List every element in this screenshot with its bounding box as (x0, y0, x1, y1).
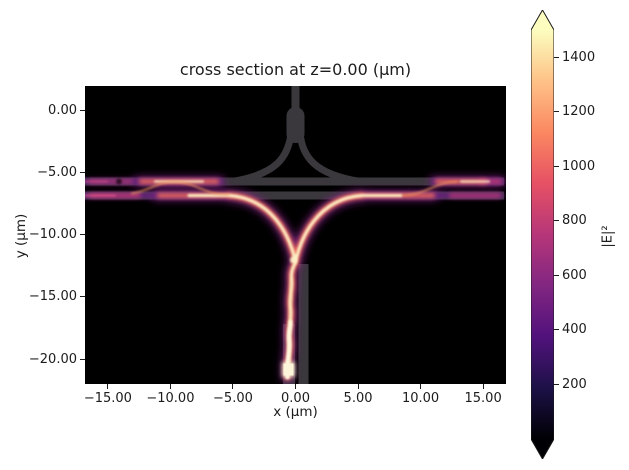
source-region (283, 363, 294, 376)
colorbar-tick-mark (554, 383, 559, 385)
colorbar-tick-mark (554, 329, 559, 331)
colorbar-tick-label: 200 (562, 376, 587, 392)
y-tick-label: 0.00 (48, 102, 77, 118)
colorbar-tick-label: 800 (562, 213, 587, 229)
x-tick-mark (295, 384, 296, 389)
x-tick-mark (107, 384, 109, 389)
x-tick-label: −15.00 (83, 391, 132, 406)
colorbar-tick-mark (554, 56, 559, 58)
colorbar-tick-mark (554, 274, 559, 276)
field-intensity (85, 177, 506, 383)
colorbar-tick-mark (554, 165, 559, 167)
colorbar-tick-label: 1400 (562, 49, 596, 65)
colorbar-gradient-shape (531, 10, 554, 459)
x-tick-label: −5.00 (213, 391, 253, 406)
y-tick-label: −15.00 (28, 289, 77, 305)
x-tick-mark (357, 384, 359, 389)
y-tick-label: −5.00 (37, 164, 77, 180)
x-tick-mark (482, 384, 484, 389)
colorbar (531, 10, 554, 459)
colorbar-tick-label: 600 (562, 267, 587, 283)
y-axis-label: y (μm) (13, 213, 29, 259)
y-tick-mark (80, 171, 85, 173)
y-tick-mark (80, 358, 85, 360)
x-tick-label: −10.00 (146, 391, 195, 406)
colorbar-tick-mark (554, 111, 559, 113)
x-tick-label: 5.00 (343, 391, 373, 406)
colorbar-tick-label: 1000 (562, 158, 596, 174)
x-tick-mark (169, 384, 171, 389)
field-heatmap-svg (85, 86, 506, 384)
y-tick-mark (80, 296, 85, 298)
x-tick-label: 15.00 (464, 391, 502, 406)
y-tick-label: −20.00 (28, 351, 77, 367)
x-tick-label: 10.00 (401, 391, 440, 406)
x-tick-label: 0.00 (281, 391, 310, 406)
y-tick-label: −10.00 (28, 227, 77, 243)
colorbar-tick-mark (554, 220, 559, 222)
plot-title: cross section at z=0.00 (μm) (179, 60, 412, 79)
colorbar-tick-label: 1200 (562, 104, 596, 120)
colorbar-tick-label: 400 (562, 322, 587, 338)
x-tick-mark (232, 384, 234, 389)
y-tick-mark (80, 109, 85, 111)
x-axis-label: x (μm) (273, 404, 318, 420)
plot-area (85, 86, 506, 384)
y-tick-mark (80, 234, 85, 236)
x-tick-mark (420, 384, 422, 389)
colorbar-label: |E|² (600, 225, 616, 248)
